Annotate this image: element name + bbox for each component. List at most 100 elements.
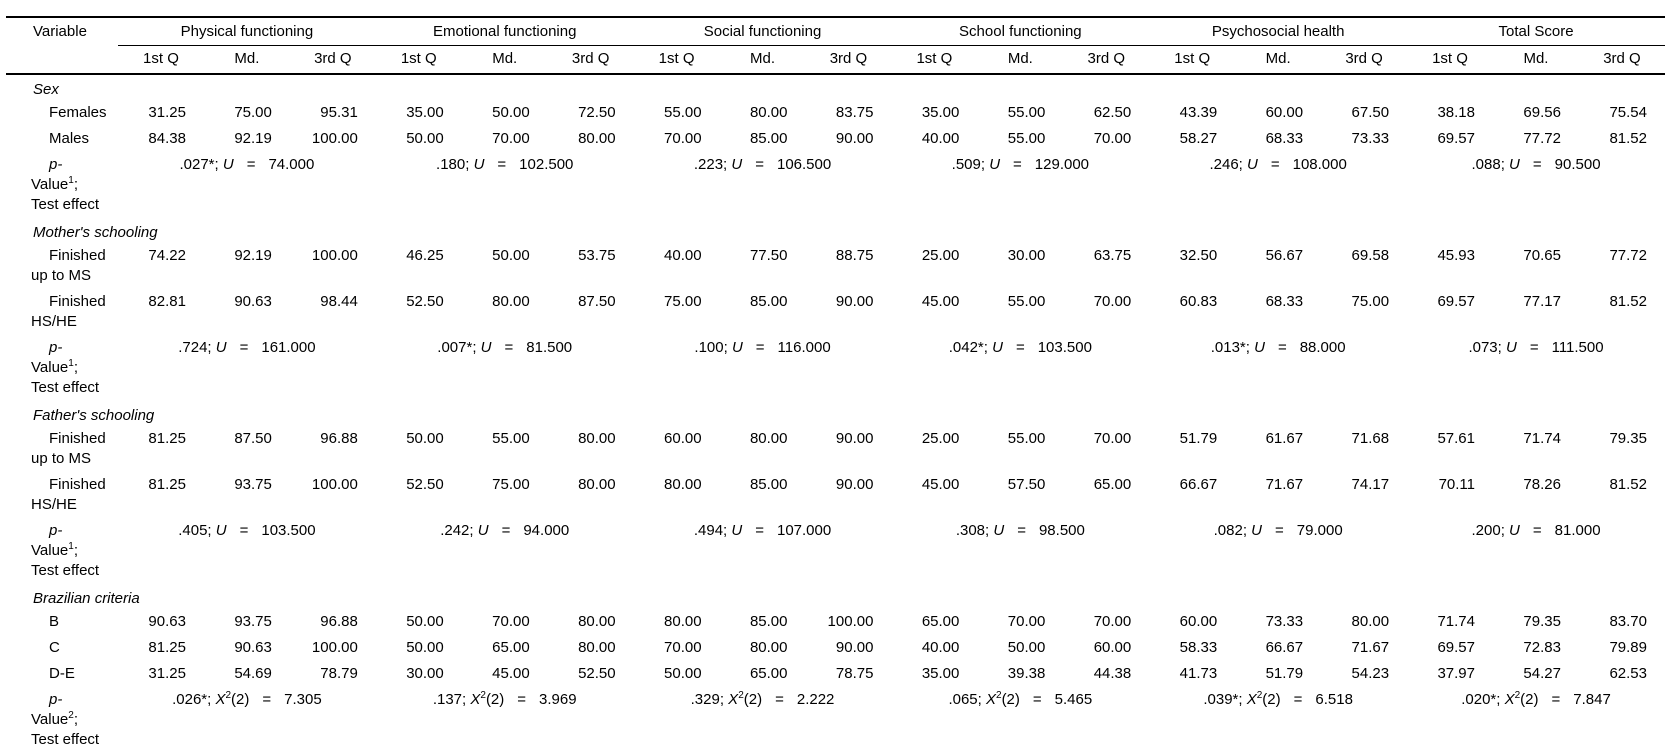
data-cell: 77.17: [1523, 293, 1561, 310]
data-cell: 93.75: [234, 613, 272, 630]
data-cell: 56.67: [1265, 247, 1304, 264]
data-cell: 74.22: [148, 247, 186, 264]
row-label: Finished up to MS: [31, 430, 106, 467]
stat-value-cell: .026*; X2(2) = 7.305: [172, 690, 322, 709]
data-cell: 65.00: [492, 639, 530, 656]
data-cell: 58.27: [1179, 130, 1218, 147]
data-cell: 71.67: [1265, 476, 1304, 493]
data-cell: 82.81: [148, 293, 186, 310]
data-cell: 45.00: [921, 293, 960, 310]
data-cell: 25.00: [921, 430, 960, 447]
data-cell: 70.00: [492, 130, 530, 147]
data-cell: 52.50: [406, 293, 444, 310]
group-header: Social functioning: [633, 17, 892, 46]
stat-value-cell: .007*; U = 81.500: [437, 339, 573, 356]
data-cell: 70.00: [1093, 613, 1132, 630]
data-cell: 90.00: [835, 130, 874, 147]
data-cell: 31.25: [148, 104, 186, 121]
data-cell: 51.79: [1179, 430, 1218, 447]
section-title-row: Sex: [6, 74, 1665, 100]
data-cell: 45.00: [492, 665, 530, 682]
data-cell: 79.35: [1609, 430, 1647, 447]
data-cell: 55.00: [664, 104, 702, 121]
column-header: 1st Q: [891, 45, 978, 75]
data-cell: 75.54: [1609, 104, 1647, 121]
table-row: Finished up to MS 74.22 92.19 100.00 46.25 50.…: [6, 243, 1665, 289]
data-cell: 54.23: [1351, 665, 1390, 682]
data-cell: 96.88: [320, 613, 358, 630]
row-label: Males: [49, 130, 90, 147]
data-cell: 55.00: [1007, 430, 1046, 447]
stat-value-cell: .180; U = 102.500: [436, 156, 574, 173]
data-cell: 84.38: [148, 130, 186, 147]
row-label: C: [49, 639, 60, 656]
data-cell: 80.00: [749, 639, 788, 656]
row-label: D-E: [49, 665, 75, 682]
data-cell: 70.00: [1093, 430, 1132, 447]
column-header: Md.: [1493, 45, 1579, 75]
stat-value-cell: .013*; U = 88.000: [1210, 339, 1346, 356]
table-row: D-E 31.25 54.69 78.79 30.00 45.00 52.50 50.00 65…: [6, 661, 1665, 687]
data-cell: 25.00: [921, 247, 960, 264]
data-cell: 90.63: [234, 639, 272, 656]
table-row: Finished HS/HE 81.25 93.75 100.00 52.50 75.00 8…: [6, 472, 1665, 518]
data-cell: 57.50: [1007, 476, 1046, 493]
data-cell: 72.50: [578, 104, 616, 121]
data-cell: 44.38: [1093, 665, 1132, 682]
data-cell: 35.00: [406, 104, 444, 121]
data-cell: 62.50: [1093, 104, 1132, 121]
section-title: Father's schooling: [33, 407, 155, 424]
stat-value-cell: .073; U = 111.500: [1468, 339, 1604, 356]
data-cell: 93.75: [234, 476, 272, 493]
data-cell: 75.00: [234, 104, 272, 121]
data-cell: 77.72: [1523, 130, 1561, 147]
stat-value-cell: .027*; U = 74.000: [179, 156, 315, 173]
data-cell: 80.00: [578, 476, 616, 493]
data-cell: 54.27: [1523, 665, 1561, 682]
data-cell: 95.31: [320, 104, 358, 121]
stat-value-cell: .246; U = 108.000: [1209, 156, 1347, 173]
column-header: 1st Q: [375, 45, 462, 75]
stat-value-cell: .088; U = 90.500: [1471, 156, 1601, 173]
data-cell: 52.50: [406, 476, 444, 493]
data-cell: 35.00: [921, 104, 960, 121]
data-cell: 52.50: [578, 665, 616, 682]
row-label: Females: [49, 104, 107, 121]
data-cell: 81.52: [1609, 130, 1647, 147]
column-header: Md.: [977, 45, 1064, 75]
data-cell: 78.79: [320, 665, 358, 682]
stat-value-cell: .329; X2(2) = 2.222: [690, 690, 835, 709]
data-cell: 61.67: [1265, 430, 1304, 447]
section-title-row: Brazilian criteria: [6, 584, 1665, 609]
data-cell: 87.50: [578, 293, 616, 310]
data-cell: 67.50: [1351, 104, 1390, 121]
data-cell: 51.79: [1265, 665, 1304, 682]
row-label: B: [49, 613, 60, 630]
data-cell: 68.33: [1265, 293, 1304, 310]
stat-label: p- Value1; Test effect: [31, 156, 100, 213]
data-cell: 60.00: [1265, 104, 1304, 121]
data-cell: 100.00: [827, 613, 874, 630]
data-cell: 71.67: [1351, 639, 1390, 656]
column-header: 3rd Q: [289, 45, 376, 75]
row-label: Finished HS/HE: [31, 476, 106, 513]
stat-value-cell: .200; U = 81.000: [1471, 522, 1601, 539]
section-title-row: Father's schooling: [6, 401, 1665, 426]
stat-value-cell: .065; X2(2) = 5.465: [948, 690, 1093, 709]
column-header: Md.: [1235, 45, 1322, 75]
data-cell: 80.00: [578, 613, 616, 630]
data-cell: 54.69: [234, 665, 272, 682]
data-cell: 58.33: [1179, 639, 1218, 656]
data-cell: 43.39: [1179, 104, 1218, 121]
data-cell: 40.00: [921, 639, 960, 656]
data-cell: 39.38: [1007, 665, 1046, 682]
data-cell: 73.33: [1265, 613, 1304, 630]
data-cell: 70.11: [1438, 476, 1475, 493]
group-header: Total Score: [1407, 17, 1665, 46]
data-cell: 50.00: [492, 104, 530, 121]
data-cell: 50.00: [1007, 639, 1046, 656]
data-cell: 96.88: [320, 430, 358, 447]
column-header: Md.: [461, 45, 548, 75]
data-cell: 69.58: [1351, 247, 1390, 264]
